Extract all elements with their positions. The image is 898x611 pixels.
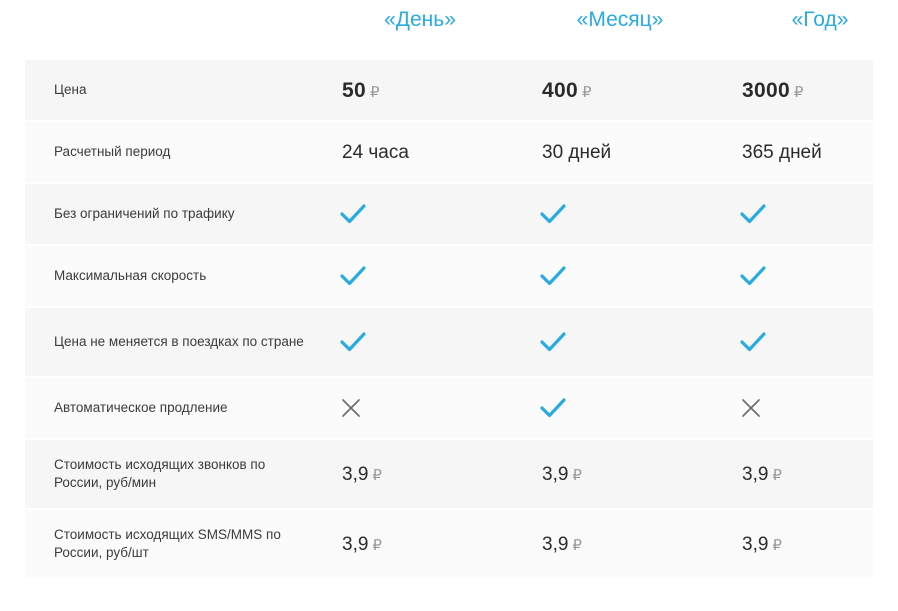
value-amount: 3,9 <box>742 463 769 485</box>
check-icon <box>340 203 366 225</box>
feature-availability-month <box>520 331 720 353</box>
close-icon <box>740 397 762 419</box>
value-cell-day: 3,9 ₽ <box>320 535 520 554</box>
value-cell-year: 365 дней <box>720 143 898 162</box>
ruble-sign: ₽ <box>581 83 592 101</box>
value-amount: 3,9 <box>542 533 569 555</box>
check-icon <box>340 265 366 287</box>
feature-label: Максимальная скорость <box>54 268 207 284</box>
feature-label: Стоимость исходящих звонков по России, р… <box>54 457 266 490</box>
value-cell-month: 3,9 ₽ <box>520 465 720 484</box>
ruble-sign: ₽ <box>572 536 582 554</box>
value-cell-month: 400 ₽ <box>520 80 720 101</box>
value-amount: 3,9 <box>342 463 369 485</box>
value-amount: 365 дней <box>742 141 822 163</box>
value-cell-day: 24 часа <box>320 143 520 162</box>
feature-availability-month <box>520 397 720 419</box>
value-cell-year: 3,9 ₽ <box>720 535 898 554</box>
table-row: Автоматическое продление <box>25 378 873 438</box>
value-cell-month: 30 дней <box>520 143 720 162</box>
value-cell-day: 3,9 ₽ <box>320 465 520 484</box>
feature-label: Без ограничений по трафику <box>54 206 235 222</box>
value-amount: 3,9 <box>742 533 769 555</box>
feature-availability-year <box>720 397 898 419</box>
feature-label: Цена не меняется в поездках по стране <box>54 334 304 350</box>
value-cell-month: 3,9 ₽ <box>520 535 720 554</box>
value-amount: 50 <box>342 78 366 102</box>
value-amount: 3000 <box>742 78 790 102</box>
check-icon <box>740 265 766 287</box>
value-cell-year: 3000 ₽ <box>720 80 898 101</box>
table-row: Цена 50 ₽400 ₽3000 ₽ <box>25 60 873 120</box>
feature-availability-day <box>320 265 520 287</box>
column-header-day[interactable]: «День» <box>384 8 456 31</box>
feature-label: Автоматическое продление <box>54 400 228 416</box>
value-amount: 30 дней <box>542 141 612 163</box>
value-amount: 24 часа <box>342 141 409 163</box>
ruble-sign: ₽ <box>793 83 804 101</box>
ruble-sign: ₽ <box>372 536 382 554</box>
check-icon <box>540 397 566 419</box>
feature-label: Стоимость исходящих SMS/MMS по России, р… <box>54 527 281 560</box>
value-cell-year: 3,9 ₽ <box>720 465 898 484</box>
feature-label: Цена <box>54 82 87 98</box>
feature-availability-year <box>720 331 898 353</box>
table-row: Расчетный период 24 часа 30 дней 365 дней <box>25 122 873 182</box>
feature-availability-month <box>520 203 720 225</box>
value-amount: 3,9 <box>542 463 569 485</box>
ruble-sign: ₽ <box>372 466 382 484</box>
check-icon <box>540 331 566 353</box>
check-icon <box>540 265 566 287</box>
table-header-row: «День» «Месяц» «Год» <box>25 0 873 60</box>
feature-availability-year <box>720 203 898 225</box>
feature-availability-day <box>320 203 520 225</box>
table-row: Стоимость исходящих SMS/MMS по России, р… <box>25 510 873 578</box>
table-row: Стоимость исходящих звонков по России, р… <box>25 440 873 508</box>
column-header-month[interactable]: «Месяц» <box>576 8 664 31</box>
ruble-sign: ₽ <box>572 466 582 484</box>
ruble-sign: ₽ <box>772 536 782 554</box>
table-body: Цена 50 ₽400 ₽3000 ₽ Расчетный период 24 часа 3… <box>25 60 873 578</box>
value-amount: 3,9 <box>342 533 369 555</box>
tariff-comparison-table: «День» «Месяц» «Год» Цена 50 ₽400 ₽3000 ₽ Рас… <box>25 0 873 580</box>
feature-availability-year <box>720 265 898 287</box>
ruble-sign: ₽ <box>772 466 782 484</box>
ruble-sign: ₽ <box>369 83 380 101</box>
feature-availability-month <box>520 265 720 287</box>
table-row: Цена не меняется в поездках по стране <box>25 308 873 376</box>
table-row: Без ограничений по трафику <box>25 184 873 244</box>
check-icon <box>340 331 366 353</box>
value-cell-day: 50 ₽ <box>320 80 520 101</box>
feature-availability-day <box>320 397 520 419</box>
check-icon <box>740 203 766 225</box>
feature-label: Расчетный период <box>54 144 171 160</box>
feature-availability-day <box>320 331 520 353</box>
close-icon <box>340 397 362 419</box>
check-icon <box>740 331 766 353</box>
check-icon <box>540 203 566 225</box>
value-amount: 400 <box>542 78 578 102</box>
table-row: Максимальная скорость <box>25 246 873 306</box>
column-header-year[interactable]: «Год» <box>791 8 849 31</box>
